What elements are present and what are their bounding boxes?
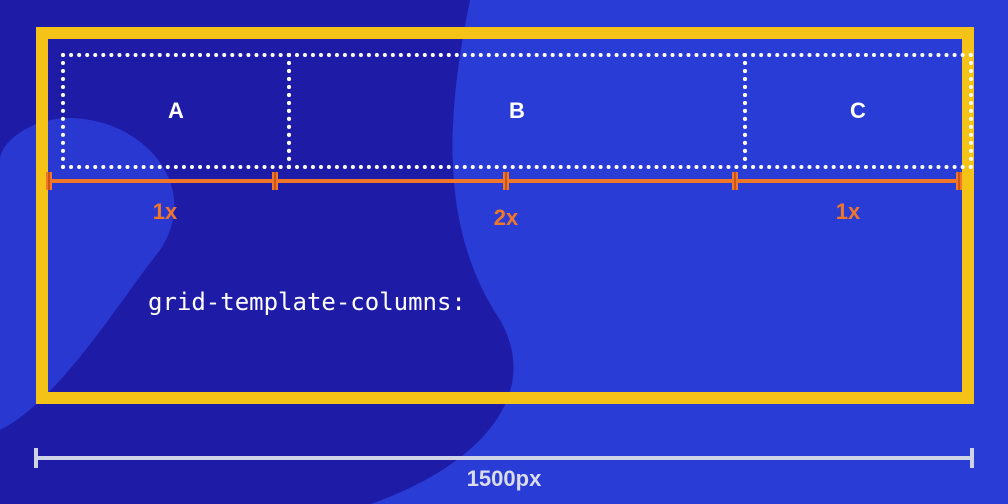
fraction-label-c: 1x xyxy=(835,199,861,224)
fraction-label-b: 2x xyxy=(493,205,519,230)
fraction-label-a: 1x xyxy=(152,199,178,224)
track-tick-1 xyxy=(272,172,278,190)
css-property-text: grid-template-columns: xyxy=(148,288,466,316)
cell-label-c: C xyxy=(850,98,866,123)
grid-cell-a: A xyxy=(61,53,291,169)
track-tick-2 xyxy=(503,172,509,190)
track-tick-start xyxy=(46,172,52,190)
cell-label-b: B xyxy=(509,98,525,123)
cell-label-a: A xyxy=(168,98,184,123)
track-tick-3 xyxy=(732,172,738,190)
grid-cell-c: C xyxy=(743,53,973,169)
width-measure-cap-right xyxy=(970,448,974,468)
width-measure-line xyxy=(36,456,972,460)
width-measure-cap-left xyxy=(34,448,38,468)
grid-container: A B C xyxy=(36,27,974,404)
width-measure-label: 1500px xyxy=(466,466,542,491)
grid-cell-b: B xyxy=(287,53,747,169)
track-tick-end xyxy=(956,172,962,190)
